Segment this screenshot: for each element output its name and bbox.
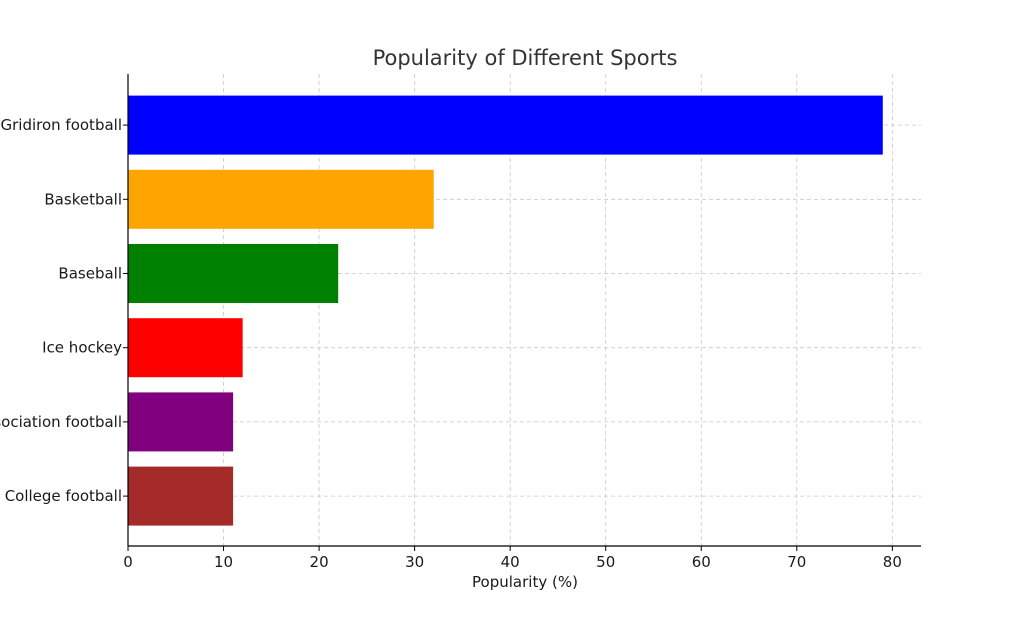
y-tick-label: Basketball xyxy=(44,190,122,208)
axes: Gridiron football Basketball Baseball Ice h… xyxy=(0,74,921,571)
y-tick-label: Gridiron football xyxy=(0,116,122,134)
y-tick-label: Ice hockey xyxy=(42,339,122,357)
bars xyxy=(128,95,883,526)
x-tick-label: 20 xyxy=(310,553,329,571)
x-tick-label: 50 xyxy=(596,553,615,571)
bar xyxy=(128,95,883,155)
chart-title: Popularity of Different Sports xyxy=(373,46,678,70)
bar xyxy=(128,244,339,303)
x-axis-label: Popularity (%) xyxy=(472,573,578,591)
bar xyxy=(128,318,243,378)
x-tick-label: 10 xyxy=(214,553,233,571)
x-tick-label: 80 xyxy=(883,553,902,571)
x-tick-label: 70 xyxy=(787,553,806,571)
x-tick-label: 0 xyxy=(123,553,133,571)
y-tick-label: Baseball xyxy=(58,265,122,283)
y-tick-label: Association football xyxy=(0,413,122,431)
bar xyxy=(128,466,234,526)
x-tick-label: 40 xyxy=(501,553,520,571)
bar xyxy=(128,392,234,452)
x-tick-label: 30 xyxy=(405,553,424,571)
bar xyxy=(128,169,434,229)
x-tick-label: 60 xyxy=(692,553,711,571)
y-tick-label: College football xyxy=(5,487,122,505)
